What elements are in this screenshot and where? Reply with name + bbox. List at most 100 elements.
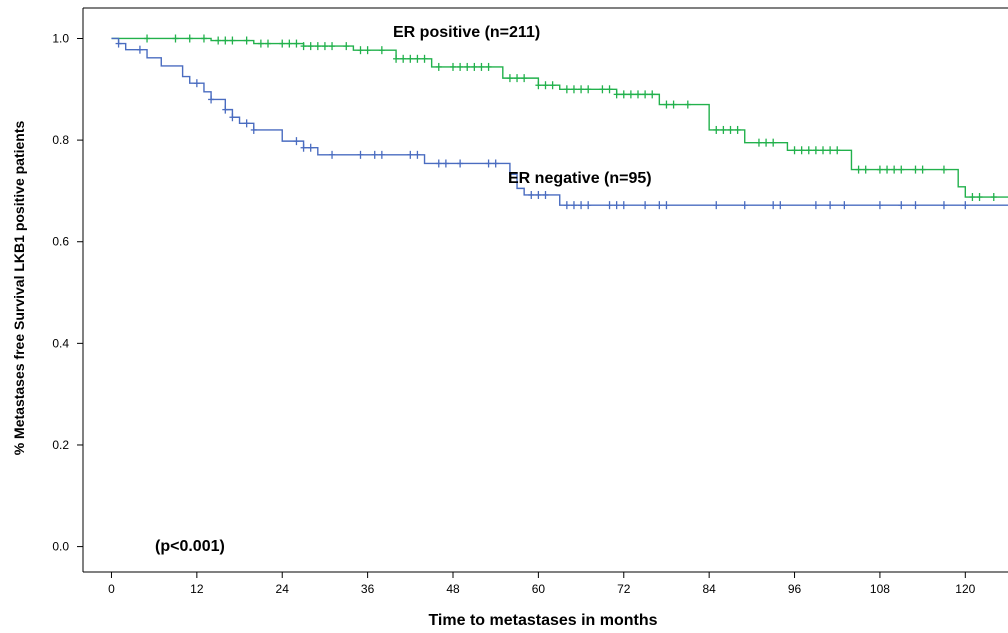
er-negative-censor-mark [620,201,627,210]
er-positive-censor-mark [279,39,286,48]
x-axis-title: Time to metastases in months [428,612,657,629]
er-negative-censor-mark [663,201,670,210]
er-positive-censor-mark [578,85,585,94]
er-positive-censor-mark [435,62,442,71]
er-negative-censor-mark [741,201,748,210]
er-positive-censor-mark [791,146,798,155]
er-negative-censor-mark [656,201,663,210]
er-positive-censor-mark [222,36,229,45]
er-negative-censor-mark [457,159,464,168]
y-tick-label: 0.0 [52,540,69,554]
er-positive-censor-mark [798,146,805,155]
er-positive-censor-mark [834,146,841,155]
y-tick-label: 0.4 [52,336,69,350]
x-tick-label: 12 [190,582,204,596]
er-positive-censor-mark [485,62,492,71]
er-negative-censor-mark [307,143,314,152]
er-positive-censor-mark [770,138,777,147]
er-positive-censor-mark [642,90,649,99]
er-positive-censor-mark [898,165,905,174]
x-tick-label: 24 [276,582,290,596]
y-axis-title: % Metastases free Survival LKB1 positive… [11,121,27,456]
er-positive-censor-mark [940,165,947,174]
er-positive-censor-mark [549,81,556,90]
er-positive-censor-mark [421,54,428,63]
er-positive-censor-mark [414,54,421,63]
er-negative-censor-mark [208,95,215,104]
er-negative-censor-mark [578,201,585,210]
er-positive-censor-mark [891,165,898,174]
er-positive-censor-mark [820,146,826,155]
er-positive-censor-mark [670,100,677,109]
er-positive-censor-mark [343,42,350,51]
er-positive-censor-mark [329,42,336,51]
er-negative-censor-mark [606,201,613,210]
er-negative-censor-mark [777,201,784,210]
er-positive-censor-mark [876,165,883,174]
er-positive-censor-mark [613,90,620,99]
er-positive-censor-mark [186,34,193,43]
er-positive-censor-mark [606,85,613,94]
er-negative-censor-mark [407,150,414,159]
er-negative-censor-mark [535,190,542,199]
x-tick-label: 36 [361,582,375,596]
er-positive-censor-mark [293,39,300,48]
er-negative-censor-mark [542,190,549,199]
er-positive-censor-mark [471,62,478,71]
er-negative-censor-mark [250,125,257,134]
er-positive-censor-mark [635,90,641,99]
er-positive-censor-mark [919,165,926,174]
er-negative-censor-mark [827,201,834,210]
er-negative-censor-mark [378,150,385,159]
er-negative-censor-mark [293,137,300,146]
er-positive-censor-mark [912,165,919,174]
x-tick-label: 72 [617,582,631,596]
er-negative-censor-mark [876,201,883,210]
er-positive-censor-mark [257,39,264,48]
er-positive-censor-mark [627,90,634,99]
er-positive-censor-mark [727,125,734,134]
er-positive-censor-mark [599,85,606,94]
er-positive-censor-mark [805,146,812,155]
er-positive-censor-mark [649,90,656,99]
y-tick-label: 1.0 [52,31,69,45]
er-negative-censor-mark [435,159,442,168]
er-negative-censor-mark [940,201,947,210]
er-negative-censor-mark [585,201,592,210]
x-tick-label: 0 [108,582,115,596]
er-positive-censor-mark [720,125,727,134]
er-negative-censor-mark [193,79,200,88]
er-positive-censor-mark [407,54,414,63]
er-positive-censor-mark [364,46,371,55]
er-positive-censor-mark [378,46,385,55]
er-positive-censor-mark [990,193,997,202]
y-tick-label: 0.2 [52,438,69,452]
x-tick-label: 60 [532,582,546,596]
er-negative-censor-mark [357,150,364,159]
er-positive-label: ER positive (n=211) [393,24,540,41]
er-negative-censor-mark [229,113,236,122]
er-positive-censor-mark [265,39,271,48]
er-positive-censor-mark [514,74,521,83]
er-negative-censor-mark [563,201,570,210]
er-negative-curve [111,37,1008,206]
er-positive-censor-mark [172,34,179,43]
er-positive-censor-mark [570,85,577,94]
er-negative-censor-mark [613,201,620,210]
er-negative-label: ER negative (n=95) [508,170,652,187]
er-positive-censor-mark [620,90,627,99]
er-positive-censor-mark [755,138,762,147]
er-negative-censor-mark [371,150,378,159]
y-tick-label: 0.6 [52,235,69,249]
er-positive-censor-mark [969,193,976,202]
er-negative-censor-mark [222,105,229,114]
er-positive-censor-mark [542,81,549,90]
er-negative-censor-mark [841,201,848,210]
er-positive-censor-mark [812,146,819,155]
er-negative-censor-mark [898,201,905,210]
er-positive-censor-mark [506,74,513,83]
er-positive-censor-mark [827,146,834,155]
er-negative-censor-mark [329,150,336,159]
er-positive-censor-mark [243,36,250,45]
